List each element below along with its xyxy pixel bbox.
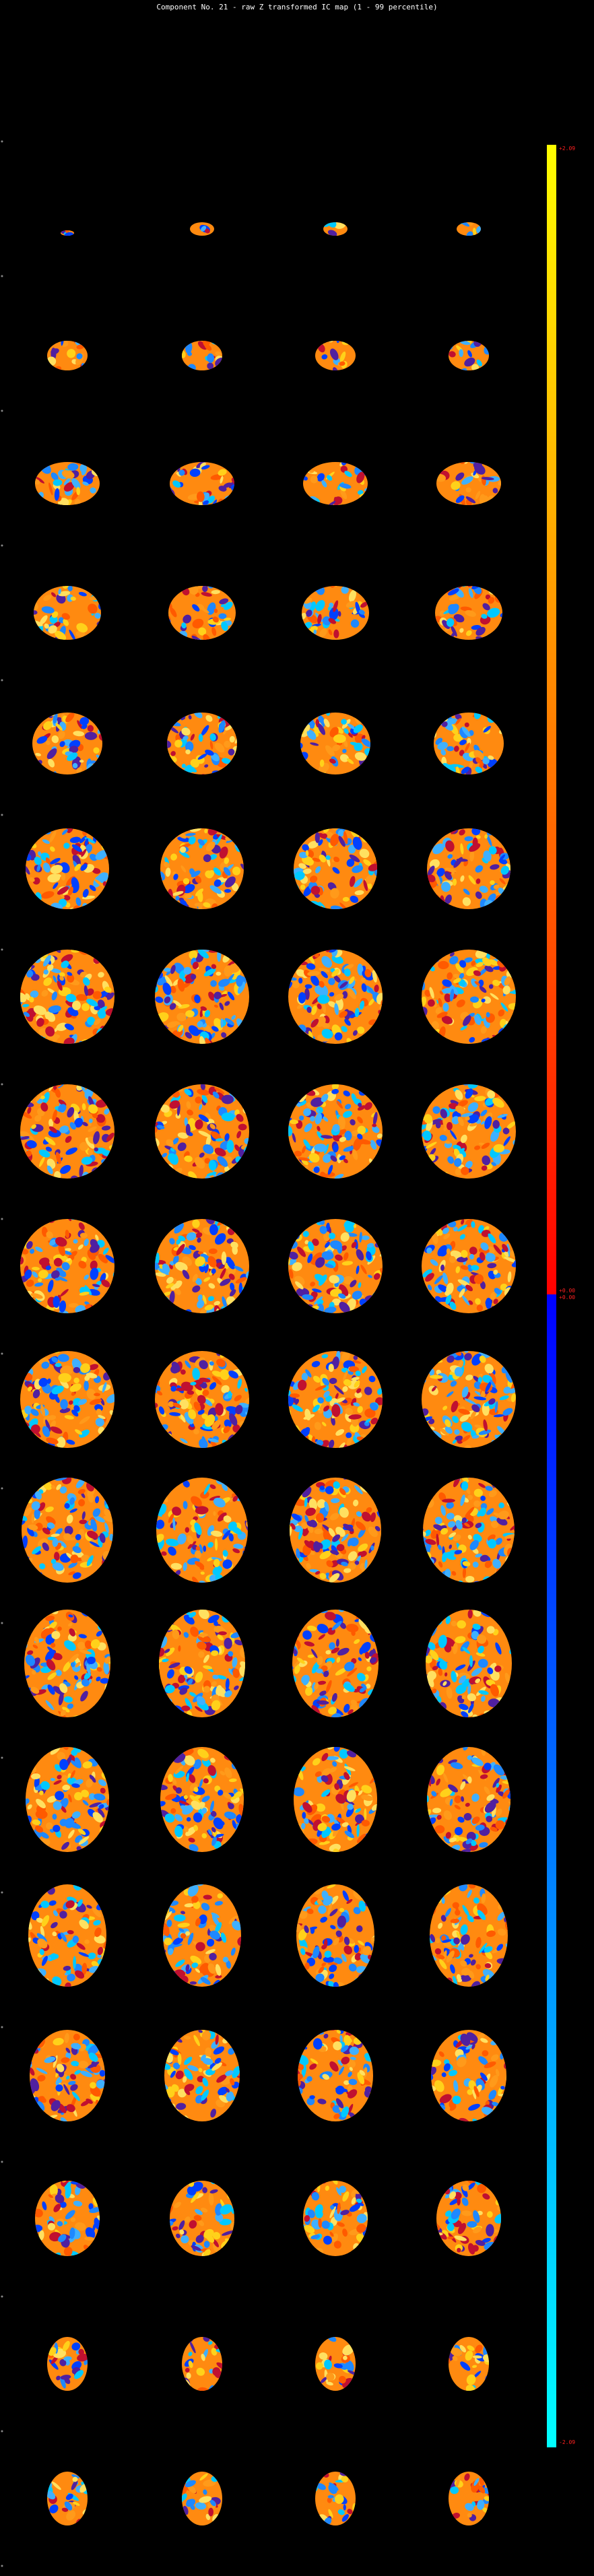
brain-slice (427, 828, 510, 909)
slice-row-marker (1, 275, 3, 277)
brain-slice (303, 2181, 368, 2256)
brain-slice (422, 1084, 516, 1179)
brain-slice (182, 2337, 222, 2391)
brain-slice (190, 222, 214, 236)
brain-slice (423, 1478, 515, 1583)
brain-slice (303, 462, 368, 505)
brain-slice (292, 1610, 378, 1717)
slice-row-marker (1, 1083, 3, 1086)
slice-row-marker (1, 1756, 3, 1759)
brain-slice (296, 1884, 374, 1987)
brain-slice (159, 1610, 245, 1717)
slice-row-marker (1, 814, 3, 816)
slice-row-marker (1, 2430, 3, 2433)
brain-slice (32, 713, 102, 774)
brain-slice (182, 341, 222, 370)
slice-row-marker (1, 2565, 3, 2567)
slice-row-marker (1, 2295, 3, 2298)
brain-slice (20, 1219, 114, 1313)
slice-row-marker (1, 1487, 3, 1490)
colorbar-mid-label-bottom: +0.00 (559, 1294, 576, 1300)
brain-slice (294, 828, 377, 909)
slice-row-marker (1, 2160, 3, 2163)
brain-slice (20, 1351, 114, 1448)
brain-slice (298, 2030, 373, 2121)
brain-slice (436, 2181, 501, 2256)
brain-slice (449, 2472, 489, 2525)
brain-slice (288, 950, 383, 1044)
brain-slice (20, 1084, 114, 1179)
colorbar-positive (547, 145, 556, 1294)
brain-slice (47, 2472, 88, 2525)
brain-slice (22, 1478, 113, 1583)
brain-slice (155, 1084, 249, 1179)
brain-slice (300, 713, 370, 774)
brain-slice (163, 1884, 241, 1987)
colorbar-mid-label-top: +0.00 (559, 1288, 576, 1294)
brain-slice (294, 1747, 377, 1852)
slice-row-marker (1, 2026, 3, 2028)
brain-slice (449, 2337, 489, 2391)
brain-slice (427, 1747, 510, 1852)
slice-row-marker (1, 1622, 3, 1624)
brain-slice (449, 341, 489, 370)
brain-slice (323, 222, 348, 236)
brain-slice (168, 586, 236, 640)
slice-row-marker (1, 1352, 3, 1355)
brain-slice (434, 713, 504, 774)
brain-slice (28, 1884, 106, 1987)
brain-slice (288, 1351, 383, 1448)
brain-slice (457, 222, 481, 236)
slice-row-marker (1, 1218, 3, 1220)
colorbar-negative (547, 1294, 556, 2447)
brain-slice (20, 950, 114, 1044)
brain-slice (30, 2030, 105, 2121)
brain-slice (431, 2030, 506, 2121)
brain-slice (160, 828, 244, 909)
slice-row-marker (1, 140, 3, 143)
brain-slice (170, 2181, 234, 2256)
brain-slice (422, 1219, 516, 1313)
brain-slice (290, 1478, 381, 1583)
slice-row-marker (1, 409, 3, 412)
brain-slice (47, 341, 88, 370)
brain-slice (430, 1884, 508, 1987)
brain-slice (302, 586, 369, 640)
brain-slice (155, 950, 249, 1044)
brain-slice (35, 462, 100, 505)
brain-slice (47, 2337, 88, 2391)
brain-slice (436, 462, 501, 505)
brain-slice (315, 2472, 356, 2525)
brain-slice (182, 2472, 222, 2525)
brain-slice (35, 2181, 100, 2256)
figure-title: Component No. 21 - raw Z transformed IC … (156, 3, 438, 11)
brain-slice (288, 1084, 383, 1179)
brain-slice (170, 462, 234, 505)
brain-slice (422, 950, 516, 1044)
brain-slice (422, 1351, 516, 1448)
brain-slice (26, 828, 109, 909)
brain-slice (164, 2030, 240, 2121)
brain-slice (160, 1747, 244, 1852)
brain-slice (426, 1610, 512, 1717)
brain-slice (156, 1478, 248, 1583)
slice-row-marker (1, 948, 3, 951)
brain-slice (288, 1219, 383, 1313)
slice-row-marker (1, 679, 3, 682)
slice-row-marker (1, 1891, 3, 1894)
brain-slice (315, 341, 356, 370)
brain-slice (61, 230, 74, 236)
colorbar-min-label: -2.09 (559, 2439, 576, 2445)
brain-slice (435, 586, 502, 640)
brain-slice (315, 2337, 356, 2391)
brain-slice (155, 1351, 249, 1448)
brain-slice (167, 713, 237, 774)
brain-slice (155, 1219, 249, 1313)
brain-slice (34, 586, 101, 640)
slice-row-marker (1, 544, 3, 547)
brain-slice (24, 1610, 110, 1717)
colorbar-max-label: +2.09 (559, 145, 576, 152)
brain-slice (26, 1747, 109, 1852)
